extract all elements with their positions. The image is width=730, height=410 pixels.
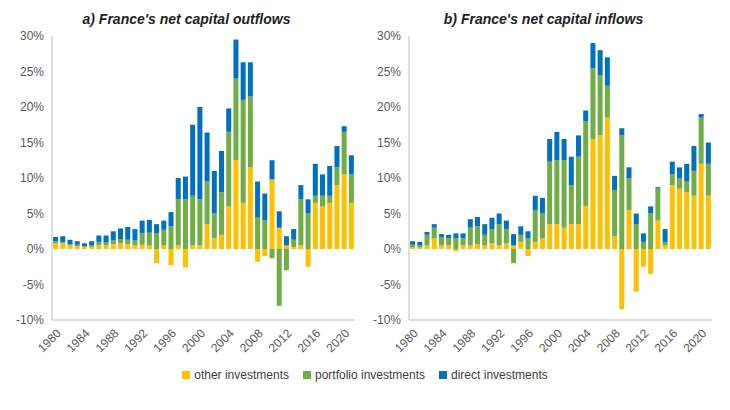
svg-text:1996: 1996 (150, 326, 179, 355)
svg-text:2020: 2020 (324, 326, 353, 355)
svg-text:2012: 2012 (623, 326, 652, 355)
svg-text:10%: 10% (20, 171, 44, 185)
svg-text:2016: 2016 (652, 326, 681, 355)
svg-text:2004: 2004 (565, 326, 594, 355)
svg-text:-10%: -10% (16, 313, 44, 327)
html-text:b) France's net capital inflow: b) France's net capital inflows (443, 11, 644, 27)
svg-text:30%: 30% (377, 30, 401, 43)
html-text:direct investments: direct investments (451, 368, 548, 382)
svg-text:15%: 15% (377, 136, 401, 150)
svg-text:5%: 5% (27, 207, 45, 221)
svg-text:0%: 0% (27, 242, 45, 256)
svg-text:1992: 1992 (479, 326, 508, 355)
svg-text:1980: 1980 (392, 326, 421, 355)
svg-text:-10%: -10% (373, 313, 401, 327)
svg-text:1988: 1988 (450, 326, 479, 355)
svg-text:2000: 2000 (536, 326, 565, 355)
svg-text:30%: 30% (20, 30, 44, 43)
svg-text:2016: 2016 (295, 326, 324, 355)
svg-text:2008: 2008 (237, 326, 266, 355)
svg-text:2004: 2004 (208, 326, 237, 355)
svg-text:1980: 1980 (35, 326, 64, 355)
html-text:a) France's net capital outflo: a) France's net capital outflows (82, 11, 291, 27)
svg-text:1984: 1984 (64, 326, 93, 355)
svg-text:0%: 0% (384, 242, 402, 256)
svg-text:1984: 1984 (421, 326, 450, 355)
svg-text:2008: 2008 (594, 326, 623, 355)
svg-text:25%: 25% (20, 65, 44, 79)
html-text:other investments: other investments (194, 368, 289, 382)
svg-text:-5%: -5% (380, 278, 402, 292)
html-text:portfolio investments: portfolio investments (315, 368, 425, 382)
svg-text:1996: 1996 (507, 326, 536, 355)
svg-text:15%: 15% (20, 136, 44, 150)
svg-text:2000: 2000 (179, 326, 208, 355)
svg-text:20%: 20% (20, 100, 44, 114)
svg-text:2020: 2020 (681, 326, 710, 355)
svg-text:2012: 2012 (266, 326, 295, 355)
svg-text:1992: 1992 (122, 326, 151, 355)
svg-text:5%: 5% (384, 207, 402, 221)
svg-text:20%: 20% (377, 100, 401, 114)
svg-text:10%: 10% (377, 171, 401, 185)
svg-text:-5%: -5% (23, 278, 45, 292)
svg-text:1988: 1988 (93, 326, 122, 355)
svg-text:25%: 25% (377, 65, 401, 79)
